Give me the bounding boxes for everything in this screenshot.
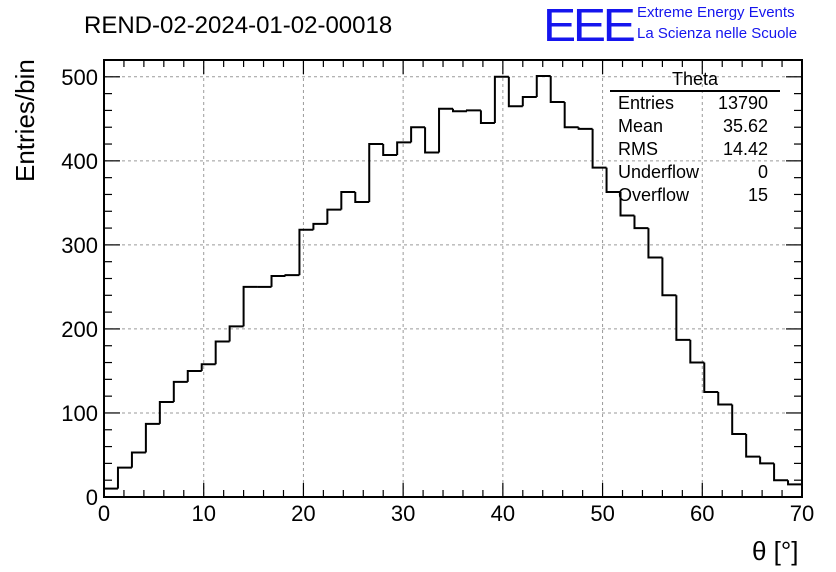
y-tick-label: 500	[61, 65, 98, 90]
histogram-bin	[549, 75, 565, 104]
histogram-bin	[270, 274, 286, 287]
y-tick-label: 200	[61, 317, 98, 342]
histogram-bin	[172, 380, 188, 403]
histogram-bin	[633, 215, 649, 230]
histogram-bin	[368, 143, 384, 203]
histogram-bin	[200, 363, 216, 371]
stats-label: Entries	[618, 93, 675, 113]
histogram-bin	[452, 108, 467, 113]
x-tick-label: 0	[98, 501, 110, 526]
stats-label: Overflow	[618, 185, 690, 205]
histogram-bin	[787, 480, 802, 486]
x-tick-label: 30	[391, 501, 415, 526]
histogram-bin	[647, 228, 663, 259]
histogram-bin	[130, 451, 146, 468]
eee-logo: EEE	[543, 0, 636, 51]
histogram-series	[104, 74, 802, 490]
tick-labels: 0 10 20 30 40 50 60 70 0 100 200 300 400 500	[61, 65, 814, 526]
x-axis-label: θ [°]	[752, 536, 799, 566]
histogram-bin	[144, 422, 160, 453]
histogram-bin	[773, 463, 789, 482]
histogram-bin	[479, 110, 495, 125]
stats-row: RMS 14.42	[610, 138, 780, 161]
histogram-bin	[759, 456, 775, 465]
y-axis-label: Entries/bin	[10, 59, 40, 182]
x-tick-label: 60	[690, 501, 714, 526]
y-tick-label: 100	[61, 401, 98, 426]
stats-row: Overflow 15	[610, 184, 780, 207]
y-tick-label: 400	[61, 149, 98, 174]
histogram-bin	[465, 109, 481, 112]
y-tick-label: 300	[61, 233, 98, 258]
stats-box: Theta Entries 13790 Mean 35.62 RMS 14.42…	[610, 68, 780, 207]
histogram-bin	[731, 404, 747, 435]
histogram-bin	[326, 208, 342, 224]
y-axis-label-wrap: Entries/bin	[4, 59, 44, 196]
brand-line-1: Extreme Energy Events	[637, 4, 795, 21]
stats-row: Entries 13790	[610, 92, 780, 115]
axis-ticks	[103, 59, 803, 498]
histogram-bin	[298, 228, 314, 276]
stats-row: Underflow 0	[610, 161, 780, 184]
histogram-bin	[424, 127, 440, 154]
histogram-bin	[745, 433, 761, 458]
x-tick-label: 70	[790, 501, 814, 526]
stats-label: Underflow	[618, 162, 700, 182]
x-tick-label: 10	[191, 501, 215, 526]
histogram-bin	[284, 274, 300, 277]
histogram-bin	[521, 95, 537, 107]
x-tick-label: 20	[291, 501, 315, 526]
y-tick-label: 0	[86, 485, 98, 510]
histogram-bin	[619, 191, 635, 217]
histogram-bin	[396, 141, 412, 155]
x-tick-label: 50	[590, 501, 614, 526]
histogram-bin	[577, 127, 593, 130]
stats-title: Theta	[610, 68, 780, 92]
histogram-bin	[493, 75, 509, 124]
stats-value: 35.62	[722, 116, 768, 136]
chart-title: REND-02-2024-01-02-00018	[84, 12, 393, 39]
histogram-bin	[675, 295, 691, 341]
stats-value: 13790	[717, 93, 768, 113]
histogram-bin	[507, 76, 523, 108]
histogram-bin	[116, 466, 132, 489]
histogram-bin	[605, 167, 621, 193]
stats-value: 0	[757, 162, 768, 182]
histogram-bin	[382, 144, 398, 156]
histogram-bin	[410, 126, 426, 143]
histogram-bin	[158, 401, 174, 424]
brand-line-2: La Scienza nelle Scuole	[637, 25, 798, 42]
histogram-bin	[661, 257, 677, 297]
histogram-bin	[312, 222, 328, 230]
stats-label: Mean	[618, 116, 664, 136]
histogram-bin	[186, 369, 202, 382]
histogram-bin	[703, 362, 719, 393]
histogram-bin	[717, 391, 733, 406]
stats-value: 14.42	[722, 139, 768, 159]
stats-label: RMS	[618, 139, 658, 159]
grid-lines	[104, 60, 802, 497]
histogram-bin	[340, 190, 356, 210]
histogram-bin	[438, 107, 453, 153]
histogram-bin	[214, 340, 230, 365]
histogram-bin	[689, 339, 705, 364]
histogram-bin	[242, 285, 258, 327]
histogram-bin	[354, 191, 370, 204]
histogram-bin	[563, 102, 579, 129]
histogram-bin	[591, 128, 607, 169]
stats-row: Mean 35.62	[610, 115, 780, 138]
x-tick-label: 40	[491, 501, 515, 526]
histogram-bin	[228, 325, 244, 342]
stats-value: 15	[747, 185, 768, 205]
histogram-bin	[535, 74, 551, 97]
